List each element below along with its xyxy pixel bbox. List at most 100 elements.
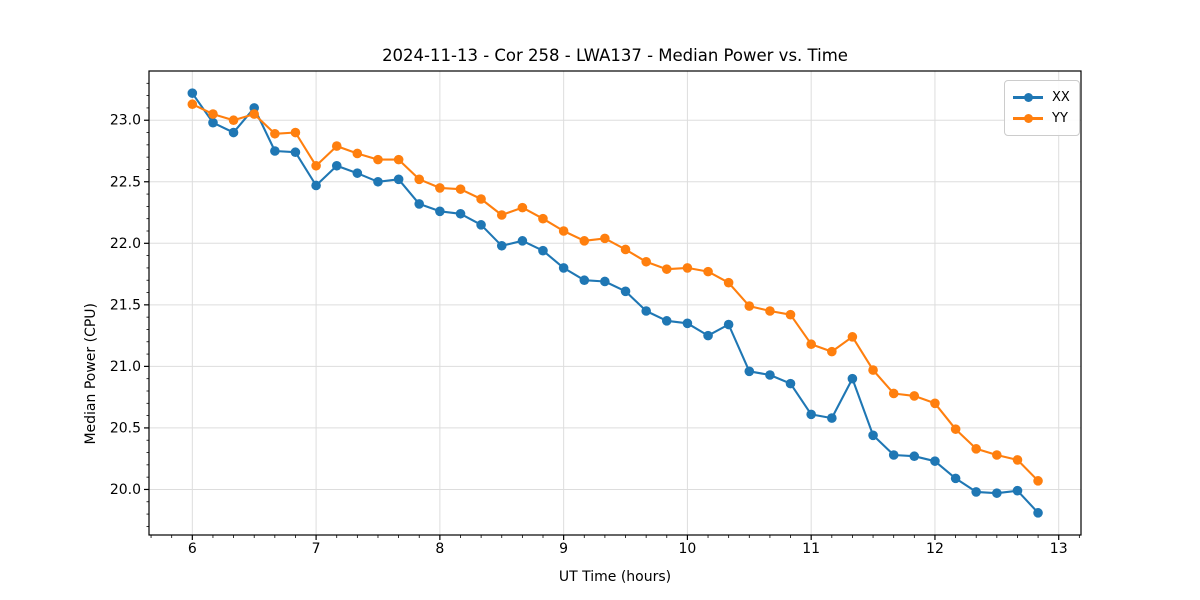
series-XX-marker	[971, 487, 981, 497]
y-tick-label: 20.0	[110, 482, 141, 498]
series-XX-marker	[290, 147, 301, 158]
series-YY-marker	[538, 213, 548, 224]
series-YY-marker	[827, 346, 837, 357]
x-tick-label: 9	[559, 541, 568, 557]
series-YY-marker	[620, 244, 631, 255]
series-YY-marker	[992, 450, 1002, 460]
series-XX-marker	[806, 409, 816, 420]
series-YY-marker	[909, 391, 920, 401]
series-XX-marker	[682, 318, 693, 329]
series-XX-marker	[847, 373, 858, 384]
legend-marker-sample	[1023, 92, 1033, 102]
series-XX-marker	[868, 430, 878, 441]
series-XX-marker	[496, 240, 507, 251]
series-YY-marker	[290, 127, 301, 138]
series-XX-marker	[517, 236, 528, 246]
series-XX-marker	[641, 306, 651, 316]
series-YY-marker	[435, 183, 445, 193]
series-XX-marker	[1012, 485, 1023, 496]
y-tick-label: 22.5	[110, 174, 141, 190]
series-XX-marker	[950, 473, 961, 484]
series-YY-marker	[414, 174, 424, 185]
series-YY-marker	[187, 99, 198, 110]
series-YY-marker	[558, 226, 569, 236]
y-tick-label: 22.0	[110, 236, 141, 252]
legend: XX YY	[1004, 80, 1080, 136]
series-YY-marker	[373, 154, 383, 165]
series-YY-marker	[496, 210, 507, 220]
x-tick-label: 8	[435, 541, 444, 557]
series-XX-line	[191, 92, 1039, 514]
y-tick-label: 21.5	[110, 297, 141, 313]
series-XX-marker	[785, 378, 796, 389]
series-XX-marker	[187, 88, 198, 98]
series-YY-marker	[888, 388, 899, 399]
series-XX-marker	[909, 451, 920, 462]
series-YY-marker	[703, 266, 713, 277]
y-axis-label-text: Median Power (CPU)	[83, 302, 99, 445]
series-YY-marker	[331, 141, 342, 151]
legend-line-sample	[1013, 113, 1043, 123]
series-YY-marker	[1012, 455, 1023, 465]
series-XX-marker	[744, 366, 755, 377]
series-YY-marker	[352, 148, 363, 159]
x-tick-label: 12	[926, 541, 944, 557]
y-tick-label: 20.5	[110, 420, 141, 436]
series-XX-marker	[992, 488, 1002, 498]
series-XX-marker	[270, 146, 280, 156]
series-XX-marker	[620, 286, 631, 297]
series-YY-marker	[476, 194, 486, 204]
series-YY-marker	[847, 332, 858, 342]
series-XX-marker	[723, 319, 734, 330]
series-XX-marker	[703, 330, 713, 341]
series-YY-marker	[311, 160, 321, 171]
series-XX-marker	[208, 117, 218, 128]
series-XX-marker	[930, 456, 940, 466]
series-XX-marker	[373, 176, 383, 187]
series-XX-marker	[435, 206, 445, 217]
series-XX-marker	[579, 275, 590, 286]
series-YY-marker	[249, 109, 260, 119]
series-YY-marker	[682, 263, 693, 273]
x-tick-label: 7	[312, 541, 321, 557]
chart-title: 2024-11-13 - Cor 258 - LWA137 - Median P…	[382, 46, 848, 65]
series-YY-marker	[270, 128, 280, 139]
series-YY-marker	[393, 154, 404, 165]
series-XX-marker	[888, 450, 899, 460]
legend-label: XX	[1052, 90, 1070, 105]
series-XX-marker	[661, 316, 672, 326]
y-tick-label: 21.0	[110, 359, 141, 375]
series-YY-marker	[930, 398, 940, 409]
plot-border	[148, 70, 1082, 536]
series-YY-marker	[208, 109, 218, 119]
series-YY-marker	[744, 301, 755, 311]
series-XX-marker	[455, 208, 466, 219]
series-YY-marker	[228, 115, 239, 126]
x-tick-label: 10	[678, 541, 696, 557]
series-XX-marker	[538, 245, 548, 256]
series-YY-marker	[971, 444, 981, 454]
series-XX-marker	[311, 180, 321, 191]
series-YY-marker	[579, 236, 590, 246]
series-YY-marker	[1033, 476, 1043, 486]
series-XX-marker	[331, 160, 342, 171]
series-XX-marker	[476, 220, 486, 230]
legend-line-sample	[1013, 92, 1043, 102]
series-YY-marker	[600, 233, 610, 244]
series-YY-marker	[950, 424, 961, 434]
series-XX-marker	[558, 263, 569, 273]
series-XX-marker	[600, 276, 610, 287]
series-XX-marker	[414, 199, 424, 209]
series-YY-marker	[455, 184, 466, 194]
x-tick-label: 13	[1050, 541, 1068, 557]
series-YY-marker	[723, 277, 734, 288]
legend-item-yy: YY	[1013, 108, 1070, 129]
series-YY-marker	[641, 256, 651, 267]
series-YY-marker	[661, 264, 672, 274]
series-XX-marker	[1033, 508, 1043, 518]
x-tick-label: 11	[802, 541, 820, 557]
series-YY-marker	[806, 339, 816, 350]
series-YY-marker	[868, 365, 878, 375]
